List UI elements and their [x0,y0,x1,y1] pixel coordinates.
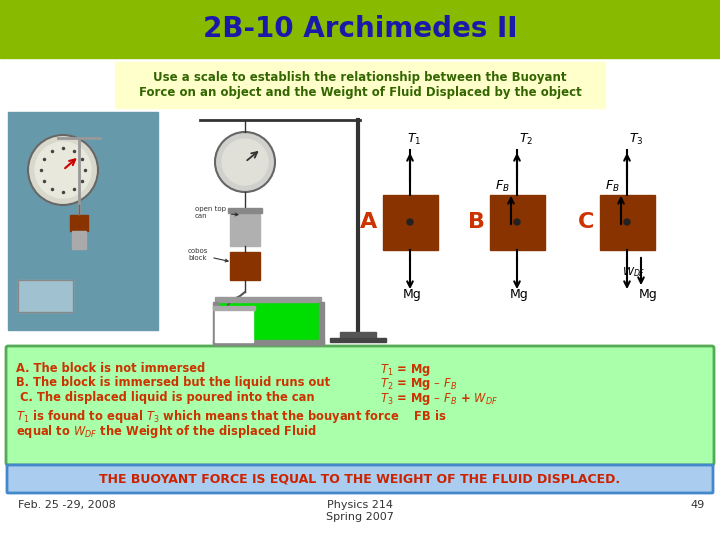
Bar [230,252,260,280]
Text: open top
can: open top can [195,206,238,219]
Circle shape [28,135,98,205]
Circle shape [215,132,275,192]
FancyBboxPatch shape [6,346,714,465]
Text: C. The displaced liquid is poured into the can: C. The displaced liquid is poured into t… [16,391,315,404]
Circle shape [624,219,630,225]
Circle shape [407,219,413,225]
Bar [600,195,655,250]
Text: $T_1$ is found to equal $T_3$ which means that the bouyant force    FB is: $T_1$ is found to equal $T_3$ which mean… [16,408,446,425]
Text: Use a scale to establish the relationship between the Buoyant
Force on an object: Use a scale to establish the relationshi… [139,71,581,99]
Text: 2B-10 Archimedes II: 2B-10 Archimedes II [203,15,517,43]
Text: THE BUOYANT FORCE IS EQUAL TO THE WEIGHT OF THE FLUID DISPLACED.: THE BUOYANT FORCE IS EQUAL TO THE WEIGHT… [99,472,621,485]
Text: $T_1$: $T_1$ [407,132,421,147]
Circle shape [35,142,91,198]
FancyBboxPatch shape [7,465,713,493]
Text: B. The block is immersed but the liquid runs out: B. The block is immersed but the liquid … [16,376,330,389]
Text: 49: 49 [690,500,705,510]
Bar [330,338,386,342]
Text: A. The block is not immersed: A. The block is not immersed [16,362,205,375]
Bar [115,62,605,108]
Bar [215,297,321,302]
Bar [70,215,88,231]
Bar [215,308,253,342]
Bar [213,340,324,345]
Text: $T_3$ = Mg – $F_B$ + $W_{DF}$: $T_3$ = Mg – $F_B$ + $W_{DF}$ [380,391,498,407]
Bar [72,231,86,249]
Bar [490,195,545,250]
Text: Mg: Mg [510,288,528,301]
Bar [0,0,720,58]
Text: Physics 214
Spring 2007: Physics 214 Spring 2007 [326,500,394,522]
Bar [213,306,255,310]
Text: C: C [578,212,594,232]
Text: equal to $W_{DF}$ the Weight of the displaced Fluid: equal to $W_{DF}$ the Weight of the disp… [16,423,317,440]
Text: $T_1$ = Mg: $T_1$ = Mg [380,362,431,378]
Text: B: B [467,212,485,232]
Text: Feb. 25 -29, 2008: Feb. 25 -29, 2008 [18,500,116,510]
Text: $F_B$: $F_B$ [495,179,510,194]
Bar [18,280,73,312]
Bar [8,112,158,330]
Text: Mg: Mg [639,288,658,301]
Circle shape [514,219,520,225]
Text: $W_{DF}$: $W_{DF}$ [622,265,646,279]
Bar [340,332,376,338]
Bar [213,302,218,344]
Bar [383,195,438,250]
Bar [228,208,262,213]
Bar [319,302,324,344]
Bar [230,210,260,246]
Text: $F_B$: $F_B$ [605,179,620,194]
Bar [18,280,73,312]
Text: Mg: Mg [403,288,422,301]
Text: cobos
block: cobos block [188,248,228,262]
Bar [218,300,318,340]
Text: A: A [361,212,377,232]
Text: $T_3$: $T_3$ [629,132,644,147]
Circle shape [222,139,268,185]
Text: $T_2$: $T_2$ [519,132,534,147]
Text: $T_2$ = Mg – $F_B$: $T_2$ = Mg – $F_B$ [380,376,457,392]
